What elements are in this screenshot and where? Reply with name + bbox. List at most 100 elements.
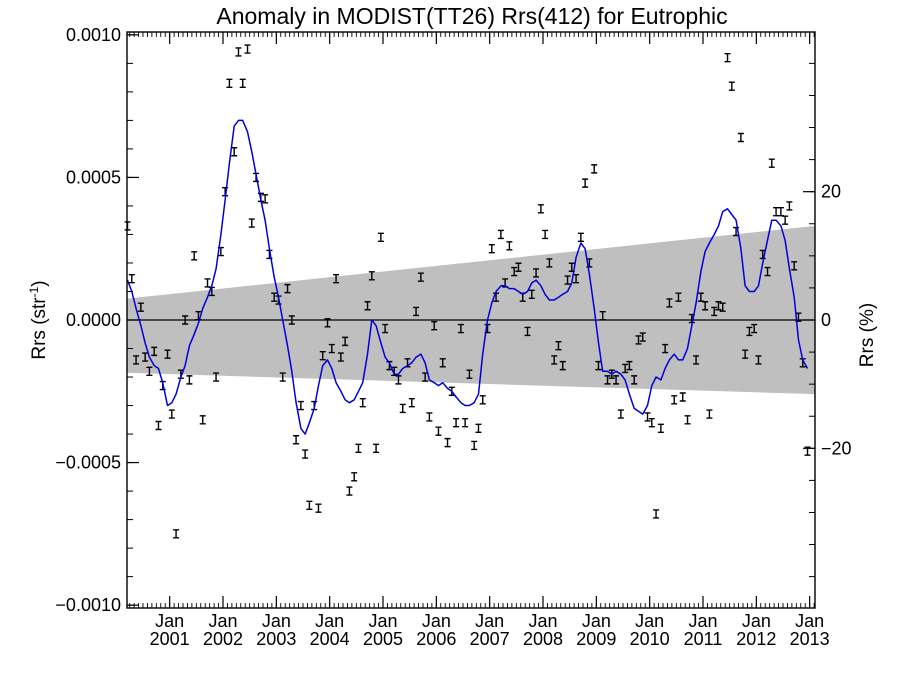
data-point <box>364 301 371 311</box>
error-bar <box>573 273 580 284</box>
error-bar <box>782 215 789 225</box>
error-bar <box>702 301 709 311</box>
x-tick-year: 2007 <box>470 629 510 649</box>
data-point <box>457 323 464 334</box>
error-bar <box>479 395 486 405</box>
error-bar <box>706 409 713 419</box>
data-point <box>511 266 518 277</box>
data-point <box>675 292 682 302</box>
error-bar <box>142 352 149 362</box>
data-point <box>408 397 415 408</box>
data-point <box>728 81 735 91</box>
error-bar <box>728 81 735 91</box>
data-point <box>231 147 238 157</box>
x-tick-month: Jan <box>742 611 771 631</box>
error-bar <box>453 417 460 428</box>
data-point <box>173 529 180 539</box>
data-point <box>582 178 589 188</box>
data-point <box>626 360 633 371</box>
error-bar <box>462 417 469 428</box>
error-bar <box>351 472 358 482</box>
error-bar <box>577 232 584 243</box>
error-bar <box>751 323 758 334</box>
error-bar <box>204 278 211 288</box>
data-point <box>737 132 744 143</box>
data-point <box>319 350 326 361</box>
error-bar <box>168 409 175 419</box>
data-point <box>462 417 469 428</box>
error-bar <box>742 349 749 359</box>
error-bar <box>368 271 375 281</box>
data-point <box>435 426 442 436</box>
error-bar <box>377 232 384 243</box>
data-point <box>577 232 584 243</box>
smooth-line-layer <box>126 119 809 435</box>
error-bar <box>328 343 335 354</box>
data-point <box>786 201 793 211</box>
error-bar <box>297 400 304 411</box>
y-axis-label-left: Rrs (str-1) <box>27 280 50 359</box>
x-tick-month: Jan <box>422 611 451 631</box>
error-bar <box>559 360 566 371</box>
error-bar <box>293 435 300 445</box>
error-bar <box>435 426 442 436</box>
data-point <box>617 409 624 419</box>
error-bar <box>515 262 522 272</box>
data-point <box>133 355 140 365</box>
error-bar <box>182 315 189 325</box>
error-bar <box>622 363 629 374</box>
error-bar <box>239 78 246 89</box>
data-point <box>528 289 535 300</box>
error-bar <box>235 47 242 57</box>
error-bar <box>675 292 682 302</box>
error-bar <box>417 272 424 282</box>
data-point <box>417 272 424 282</box>
x-tick-month: Jan <box>528 611 557 631</box>
error-bar <box>626 360 633 371</box>
x-tick-month: Jan <box>795 611 824 631</box>
data-point <box>506 241 513 251</box>
y-axis-label-right: Rrs (%) <box>857 303 878 367</box>
error-bar <box>284 283 291 294</box>
error-bar <box>524 326 531 337</box>
error-bar <box>497 229 504 240</box>
data-point <box>288 315 295 325</box>
data-point <box>199 415 206 425</box>
data-point <box>137 302 144 312</box>
chart-title: Anomaly in MODIST(TT26) Rrs(412) for Eut… <box>216 3 727 29</box>
data-point <box>475 423 482 434</box>
error-bar <box>644 412 651 422</box>
data-point <box>324 318 331 328</box>
data-point <box>164 349 171 359</box>
error-bar <box>791 261 798 271</box>
error-bar <box>395 375 402 385</box>
data-point <box>453 417 460 428</box>
data-point <box>373 443 380 454</box>
data-point <box>204 278 211 288</box>
data-point <box>666 298 673 308</box>
error-bar <box>506 241 513 251</box>
error-bar <box>715 301 722 311</box>
error-bar <box>213 372 220 382</box>
data-point <box>195 311 202 321</box>
data-point <box>337 352 344 362</box>
y-right-tick-label: 0 <box>821 310 831 330</box>
data-point <box>293 435 300 445</box>
error-bar <box>364 301 371 311</box>
data-point <box>226 78 233 89</box>
error-bar <box>408 397 415 408</box>
data-point <box>711 306 718 317</box>
error-bar <box>271 292 278 302</box>
data-point <box>279 372 286 382</box>
x-tick-month: Jan <box>582 611 611 631</box>
data-point <box>639 332 646 342</box>
data-point <box>644 412 651 422</box>
confidence-band <box>127 225 815 395</box>
data-point <box>333 273 340 284</box>
data-point <box>262 194 269 204</box>
data-point <box>377 232 384 243</box>
error-bar <box>724 52 731 63</box>
data-point <box>693 355 700 365</box>
data-point <box>613 375 620 385</box>
